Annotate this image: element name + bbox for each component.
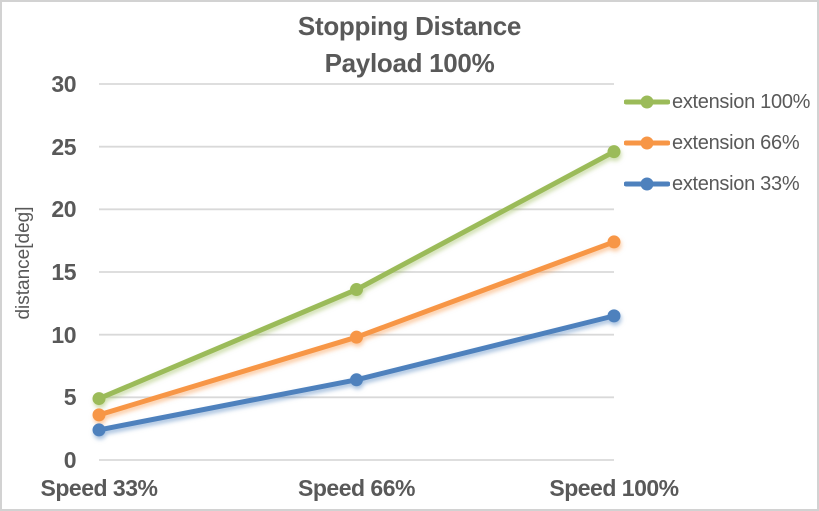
legend-label: extension 66%: [672, 131, 800, 154]
chart-title-line1: Stopping Distance: [297, 11, 522, 41]
series-extension-100-: [92, 145, 621, 406]
legend-line-marker-swatch: [624, 136, 670, 150]
series-marker: [607, 309, 621, 323]
legend-label: extension 33%: [672, 172, 800, 195]
y-tick-label: 10: [51, 321, 76, 348]
x-tick-label: Speed 100%: [549, 475, 679, 501]
y-tick-label: 15: [51, 259, 76, 285]
series-line: [96, 239, 617, 418]
x-tick-label: Speed 66%: [298, 475, 415, 501]
y-tick-label: 20: [51, 196, 76, 223]
series-marker: [350, 330, 363, 344]
series-marker: [607, 235, 621, 249]
chart-title: Stopping Distance Payload 100%: [2, 8, 817, 82]
series-marker: [92, 392, 106, 406]
series-marker: [92, 423, 106, 437]
legend-item: extension 66%: [624, 128, 800, 158]
x-tick-label: Speed 33%: [40, 475, 158, 501]
y-tick-label: 5: [63, 384, 77, 411]
chart-title-line2: Payload 100%: [324, 48, 495, 78]
series-extension-66-: [92, 235, 621, 422]
series-marker: [92, 408, 106, 422]
y-tick-label: 30: [51, 71, 76, 97]
y-tick-label: 0: [63, 447, 77, 473]
legend-item: extension 100%: [624, 87, 810, 117]
legend-line-marker-swatch: [624, 95, 670, 109]
legend-label: extension 100%: [672, 90, 811, 113]
y-tick-label: 25: [51, 133, 76, 160]
series-extension-33-: [92, 309, 621, 437]
series-marker: [350, 283, 363, 297]
legend-line-marker-swatch: [624, 177, 670, 191]
legend-item: extension 33%: [624, 169, 800, 199]
series-marker: [350, 373, 363, 387]
series-line: [96, 149, 617, 402]
series-marker: [607, 145, 621, 159]
